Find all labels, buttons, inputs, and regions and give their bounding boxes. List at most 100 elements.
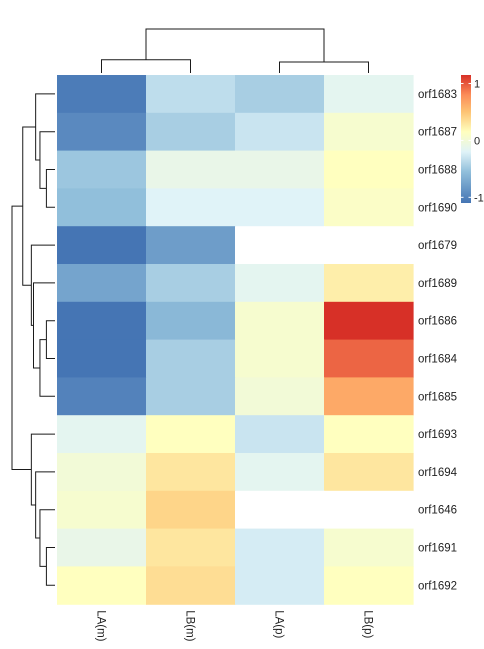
heatmap-cell — [57, 188, 147, 227]
column-label: LA(p) — [273, 610, 285, 638]
heatmap-cell — [146, 377, 236, 416]
legend-tick-label: -1 — [474, 192, 484, 204]
heatmap-cell — [324, 415, 414, 454]
dendrogram-branch — [145, 28, 325, 62]
heatmap-cell — [324, 226, 414, 265]
heatmap-cell — [235, 566, 325, 605]
heatmap-cell — [324, 339, 414, 378]
column-labels: LA(m) LB(m) LA(p) LB(p) — [95, 610, 374, 641]
heatmap-cell — [235, 226, 325, 265]
heatmap-cell — [324, 188, 414, 227]
heatmap-cell — [57, 490, 147, 530]
heatmap-cell — [146, 415, 236, 454]
heatmap-cell — [235, 188, 325, 227]
dendrogram-branch — [30, 433, 55, 506]
heatmap-cell — [324, 75, 414, 114]
heatmap-cell — [235, 301, 325, 341]
heatmap-cell — [57, 264, 147, 303]
heatmap-cell — [57, 566, 147, 605]
heatmap-cell — [324, 150, 414, 189]
row-label: orf1686 — [418, 316, 457, 328]
column-label: LB(m) — [184, 610, 196, 641]
dendrogram-branch — [101, 59, 191, 73]
heatmap-cell — [57, 75, 147, 114]
heatmap-cell — [324, 112, 414, 152]
dendrogram-branch — [11, 205, 32, 471]
row-label: orf1694 — [418, 467, 458, 479]
heatmap-cell — [324, 566, 414, 605]
heatmap-cell — [57, 301, 147, 341]
heatmap-cell — [146, 226, 236, 265]
heatmap-cell — [146, 188, 236, 227]
dendrogram-branch — [30, 244, 55, 326]
dendrogram-branch — [45, 169, 55, 208]
heatmap-cell — [324, 377, 414, 416]
heatmap-cell — [146, 490, 236, 530]
heatmap-cell — [146, 339, 236, 378]
row-label: orf1646 — [418, 505, 457, 517]
row-label: orf1692 — [418, 580, 457, 592]
heatmap-cell — [235, 453, 325, 492]
legend-tick-label: 1 — [474, 79, 480, 91]
heatmap-cell — [324, 528, 414, 567]
dendrogram-branch — [39, 339, 55, 397]
row-label: orf1693 — [418, 429, 457, 441]
heatmap-cell — [146, 264, 236, 303]
heatmap-cell — [235, 112, 325, 152]
heatmap-cell — [235, 490, 325, 530]
heatmap-cell — [57, 226, 147, 265]
heatmap-cell — [235, 415, 325, 454]
legend-ticks: 1 0 -1 — [461, 79, 484, 204]
row-label: orf1688 — [418, 165, 457, 177]
dendrogram-branch — [39, 509, 55, 567]
legend-color-bar — [461, 75, 471, 203]
heatmap-cell — [57, 339, 147, 378]
heatmap-cell — [324, 490, 414, 530]
heatmap-cell — [235, 339, 325, 378]
heatmap-cell — [57, 112, 147, 152]
heatmap-cell — [57, 528, 147, 567]
column-label: LA(m) — [95, 610, 107, 641]
row-label: orf1684 — [418, 354, 458, 366]
row-label: orf1687 — [418, 127, 457, 139]
row-label: orf1691 — [418, 543, 457, 555]
row-label: orf1679 — [418, 240, 457, 252]
heatmap-cell — [146, 453, 236, 492]
heatmap-cell — [324, 453, 414, 492]
row-label: orf1685 — [418, 391, 457, 403]
heatmap-cell — [324, 264, 414, 303]
row-label: orf1689 — [418, 278, 457, 290]
heatmap-cell — [235, 150, 325, 189]
heatmap-cell — [146, 150, 236, 189]
dendrogram-branch — [33, 282, 55, 369]
row-label: orf1690 — [418, 202, 457, 214]
heatmap-cell — [57, 453, 147, 492]
heatmap-cells — [57, 75, 414, 605]
dendrogram-branch — [279, 61, 369, 73]
dendrogram-branch — [45, 547, 55, 586]
heatmap-cell — [146, 528, 236, 567]
dendrogram-branch — [35, 471, 55, 539]
heatmap-cell — [57, 150, 147, 189]
color-legend: 1 0 -1 — [461, 75, 484, 204]
heatmap-cell — [146, 75, 236, 114]
dendrogram-branch — [45, 320, 55, 359]
column-dendrogram — [101, 28, 369, 73]
row-label: orf1683 — [418, 89, 457, 101]
row-labels: orf1683 orf1687 orf1688 orf1690 orf1679 orf16… — [418, 89, 458, 592]
legend-tick-label: 0 — [474, 135, 480, 147]
heatmap-cell — [235, 377, 325, 416]
heatmap-cell — [235, 264, 325, 303]
heatmap-cell — [146, 566, 236, 605]
dendrogram-branch — [35, 93, 55, 161]
heatmap-cell — [235, 528, 325, 567]
dendrogram-branch — [39, 131, 55, 189]
heatmap-cell — [57, 415, 147, 454]
heatmap-cell — [146, 112, 236, 152]
heatmap-cell — [146, 301, 236, 341]
heatmap-cell — [57, 377, 147, 416]
column-label: LB(p) — [362, 610, 374, 638]
heatmap-cell — [235, 75, 325, 114]
heatmap-cell — [324, 301, 414, 341]
